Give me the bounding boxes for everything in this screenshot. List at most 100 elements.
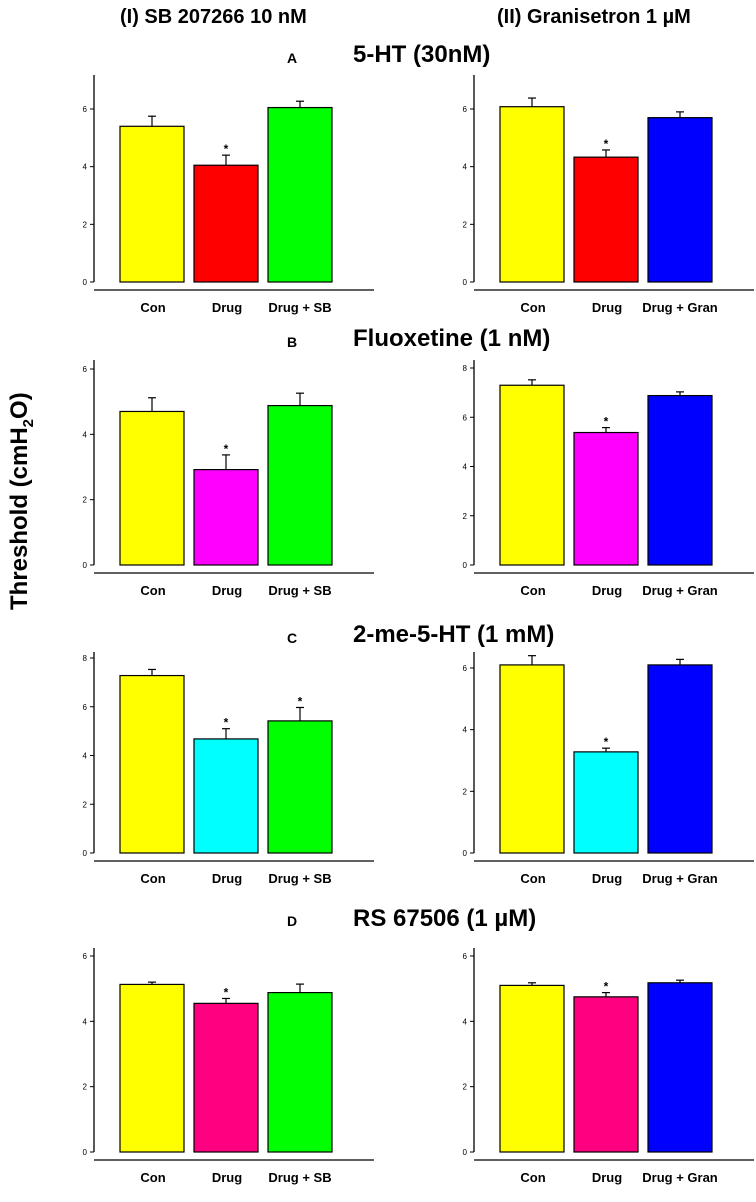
category-label: Drug	[212, 583, 242, 598]
bar	[573, 156, 639, 283]
y-tick-label: 0	[463, 849, 468, 858]
y-tick-label: 8	[83, 654, 88, 663]
bar	[499, 984, 565, 1153]
section-title-b: Fluoxetine (1 nM)	[353, 325, 551, 352]
section-letter-a: A	[287, 50, 298, 66]
bar	[499, 384, 565, 566]
y-tick-label: 4	[83, 430, 88, 439]
category-label: Drug + SB	[268, 871, 331, 886]
section-title-c: 2-me-5-HT (1 mM)	[353, 621, 555, 648]
y-tick-label: 2	[463, 512, 468, 521]
category-label: Drug	[212, 871, 242, 886]
y-tick-label: 2	[83, 800, 88, 809]
section-title-d: RS 67506 (1 µM)	[353, 905, 537, 932]
category-label: Drug	[592, 871, 622, 886]
category-label: Drug	[212, 300, 242, 315]
column-header-granisetron: (II) Granisetron 1 µM	[497, 6, 691, 28]
bar	[267, 404, 333, 566]
category-label: Drug + Gran	[642, 1170, 718, 1185]
y-tick-label: 6	[463, 952, 468, 961]
bar	[193, 1002, 259, 1153]
category-label: Con	[520, 583, 545, 598]
bar	[647, 117, 713, 283]
section-letter-c: C	[287, 630, 298, 646]
bar	[193, 164, 259, 283]
bar	[647, 664, 713, 854]
bar	[267, 720, 333, 854]
category-label: Drug	[592, 1170, 622, 1185]
significance-star: *	[224, 716, 229, 730]
bar	[573, 431, 639, 566]
category-label: Drug	[592, 583, 622, 598]
category-label: Con	[140, 1170, 165, 1185]
category-label: Drug + SB	[268, 583, 331, 598]
y-tick-label: 0	[83, 849, 88, 858]
category-label: Drug + SB	[268, 300, 331, 315]
significance-star: *	[224, 142, 229, 156]
bar	[267, 991, 333, 1153]
y-tick-label: 6	[463, 413, 468, 422]
y-tick-label: 6	[83, 952, 88, 961]
y-tick-label: 8	[463, 364, 468, 373]
section-title-a: 5-HT (30nM)	[353, 41, 491, 68]
chart-a-sb: 0 2 4 6 Con * Drug Drug + SB	[83, 75, 374, 315]
y-tick-label: 0	[463, 561, 468, 570]
y-tick-label: 4	[463, 163, 468, 172]
y-tick-label: 0	[463, 278, 468, 287]
y-tick-label: 6	[83, 365, 88, 374]
significance-star: *	[604, 137, 609, 151]
category-label: Drug	[592, 300, 622, 315]
y-tick-label: 4	[83, 1017, 88, 1026]
category-label: Drug	[212, 1170, 242, 1185]
category-label: Con	[520, 300, 545, 315]
y-tick-label: 0	[83, 278, 88, 287]
chart-d-sb: 0 2 4 6 Con * Drug Drug + SB	[83, 948, 374, 1185]
y-tick-label: 4	[463, 463, 468, 472]
bar	[267, 106, 333, 283]
category-label: Con	[520, 1170, 545, 1185]
y-tick-label: 4	[83, 163, 88, 172]
bar	[193, 469, 259, 566]
y-tick-label: 2	[83, 220, 88, 229]
bar	[647, 982, 713, 1153]
category-label: Con	[520, 871, 545, 886]
category-label: Con	[140, 583, 165, 598]
y-tick-label: 4	[83, 752, 88, 761]
bar	[119, 983, 185, 1153]
bar	[499, 664, 565, 854]
bar	[573, 996, 639, 1153]
section-letter-b: B	[287, 334, 298, 350]
significance-star: *	[224, 985, 229, 999]
bar	[647, 394, 713, 566]
significance-star: *	[604, 735, 609, 749]
significance-star: *	[604, 415, 609, 429]
y-tick-label: 6	[463, 664, 468, 673]
y-tick-label: 0	[83, 1148, 88, 1157]
column-header-sb: (I) SB 207266 10 nM	[120, 6, 307, 28]
significance-star: *	[224, 442, 229, 456]
y-tick-label: 6	[83, 703, 88, 712]
y-tick-label: 6	[463, 105, 468, 114]
chart-b-granisetron: 0 2 4 6 8 Con * Drug Drug + Gran	[463, 360, 754, 598]
chart-d-granisetron: 0 2 4 6 Con * Drug Drug + Gran	[463, 948, 754, 1185]
y-tick-label: 0	[83, 561, 88, 570]
category-label: Drug + Gran	[642, 300, 718, 315]
bar	[119, 125, 185, 283]
category-label: Con	[140, 300, 165, 315]
y-tick-label: 6	[83, 105, 88, 114]
y-tick-label: 2	[83, 1083, 88, 1092]
y-tick-label: 4	[463, 1017, 468, 1026]
section-letter-d: D	[287, 913, 298, 929]
category-label: Drug + Gran	[642, 583, 718, 598]
bar	[573, 751, 639, 854]
bar	[193, 738, 259, 854]
chart-a-granisetron: 0 2 4 6 Con * Drug Drug + Gran	[463, 75, 754, 315]
chart-c-granisetron: 0 2 4 6 Con * Drug Drug + Gran	[463, 652, 754, 886]
category-label: Drug + Gran	[642, 871, 718, 886]
chart-b-sb: 0 2 4 6 Con * Drug Drug + SB	[83, 360, 374, 598]
chart-c-sb: 0 2 4 6 8 Con * Drug * Drug + SB	[83, 652, 374, 886]
bar	[119, 674, 185, 854]
y-axis-label: Threshold (cmH2O)	[6, 392, 37, 610]
significance-star: *	[604, 980, 609, 994]
y-tick-label: 4	[463, 726, 468, 735]
